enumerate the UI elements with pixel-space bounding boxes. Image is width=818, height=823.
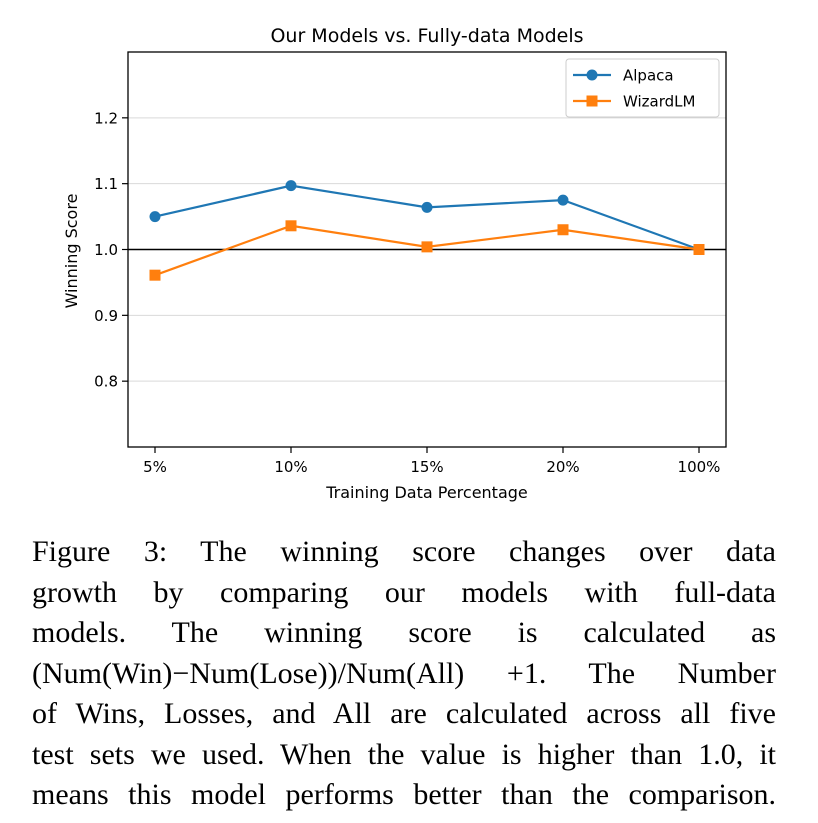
x-tick-label: 5%: [143, 458, 167, 476]
line-chart: Our Models vs. Fully-data Models 0.8 0.9 1…: [62, 25, 727, 502]
legend-item: WizardLM: [573, 93, 695, 111]
caption-line: models. The winning score is calculated …: [32, 616, 776, 649]
caption-line: (Num(Win)−Num(Lose))/Num(All) +1. The Nu…: [32, 656, 776, 690]
caption-line: growth by comparing our models with full…: [32, 575, 776, 609]
series-line: [154, 184, 700, 251]
data-point: [149, 211, 161, 223]
x-tick-label: 15%: [410, 458, 443, 476]
data-point: [421, 201, 433, 213]
y-axis: 0.8 0.9 1.0 1.1 1.2: [94, 109, 128, 391]
caption-line: Figure 3: The winning score changes over…: [32, 535, 776, 568]
legend-frame: [565, 58, 720, 118]
x-axis: 5% 10% 15% 20% 100%: [143, 447, 720, 476]
legend-item: Alpaca: [573, 67, 674, 85]
legend-label: WizardLM: [623, 93, 695, 111]
data-point: [285, 180, 297, 192]
x-tick-label: 20%: [546, 458, 579, 476]
y-tick-label: 1.1: [94, 175, 118, 193]
y-tick-label: 1.0: [94, 241, 118, 259]
data-point: [693, 244, 705, 255]
data-point: [557, 194, 569, 206]
legend: Alpaca WizardLM: [565, 58, 720, 118]
y-tick-label: 0.9: [94, 307, 118, 325]
data-point: [285, 220, 297, 232]
legend-marker: [586, 95, 598, 107]
data-point: [149, 269, 161, 281]
y-axis-label: Winning Score: [62, 194, 81, 309]
caption-line: means this model performs better than th…: [32, 778, 776, 811]
series-group: [149, 180, 705, 281]
x-tick-label: 100%: [678, 458, 721, 476]
series-wizardlm: [149, 220, 705, 281]
caption-line: of Wins, Losses, and All are calculated …: [32, 697, 776, 730]
figure-caption: Figure 3: The winning score changes over…: [32, 532, 776, 816]
y-tick-label: 0.8: [94, 373, 118, 391]
x-axis-label: Training Data Percentage: [325, 483, 528, 502]
data-point: [421, 241, 433, 253]
data-point: [557, 224, 569, 236]
x-tick-label: 10%: [274, 458, 307, 476]
caption-line: test sets we used. When the value is hig…: [32, 737, 776, 771]
legend-label: Alpaca: [623, 67, 674, 85]
y-tick-label: 1.2: [94, 109, 118, 127]
chart-title: Our Models vs. Fully-data Models: [270, 25, 583, 47]
legend-marker: [586, 69, 598, 81]
